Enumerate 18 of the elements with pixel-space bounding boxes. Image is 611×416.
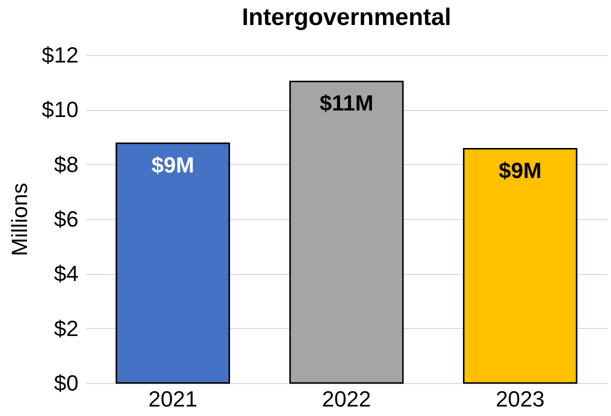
y-tick-label: $10 bbox=[42, 97, 78, 122]
data-label: $11M bbox=[320, 90, 374, 116]
chart-title: Intergovernmental bbox=[242, 4, 452, 31]
x-tick-label: 2022 bbox=[322, 386, 371, 412]
y-tick-label: $12 bbox=[42, 42, 78, 68]
x-tick-label: 2023 bbox=[496, 386, 545, 412]
bar bbox=[289, 80, 404, 384]
bar bbox=[462, 148, 578, 384]
data-label: $9M bbox=[498, 158, 542, 183]
y-tick-label: $2 bbox=[54, 316, 78, 341]
y-tick-label: $0 bbox=[54, 370, 78, 396]
y-tick-label: $6 bbox=[54, 206, 78, 232]
y-tick-label: $8 bbox=[54, 152, 78, 177]
y-tick-label: $4 bbox=[54, 261, 78, 286]
bar bbox=[116, 142, 230, 384]
data-label: $9M bbox=[151, 152, 194, 178]
y-axis-title: Millions bbox=[6, 182, 32, 256]
x-tick-label: 2021 bbox=[148, 386, 198, 412]
